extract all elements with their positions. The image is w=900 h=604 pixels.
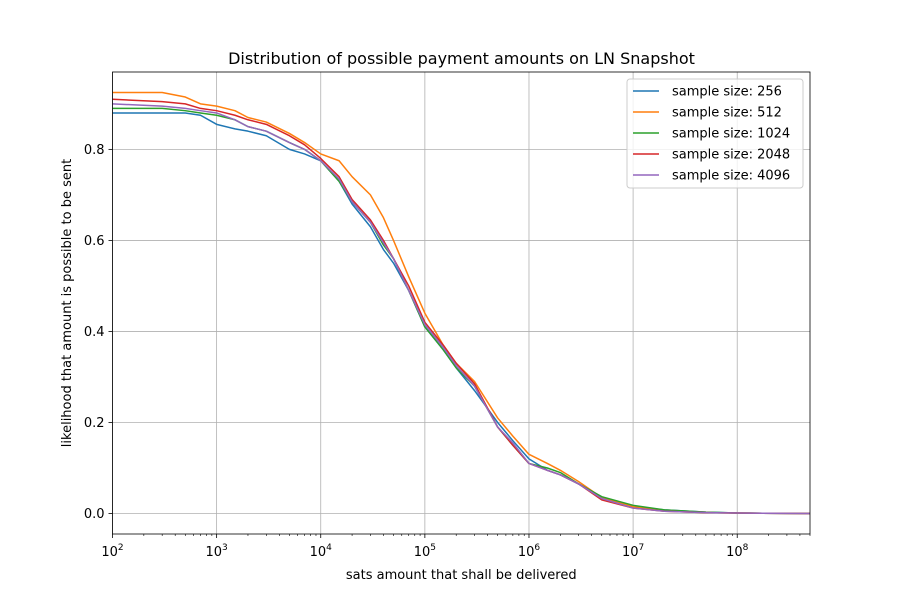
- legend-label-3: sample size: 1024: [672, 127, 790, 142]
- y-axis: 0.0 0.2 0.4 0.6 0.8: [84, 143, 113, 522]
- series-line-4: [112, 98, 810, 515]
- x-tick-label: 106: [518, 543, 541, 560]
- legend-label-5: sample size: 4096: [672, 169, 790, 184]
- legend-box: [626, 78, 804, 189]
- x-tick-label: 103: [205, 543, 227, 560]
- x-tick-label: 108: [726, 543, 749, 560]
- x-tick-label: 105: [414, 543, 436, 560]
- x-axis-label: sats amount that shall be delivered: [346, 568, 577, 583]
- chart-title: Distribution of possible payment amounts…: [228, 49, 695, 68]
- series-line-5: [112, 103, 810, 515]
- legend: sample size: 256 sample size: 512 sample s…: [626, 78, 804, 189]
- y-tick-label: 0.6: [84, 234, 105, 249]
- legend-label-2: sample size: 512: [672, 106, 782, 121]
- y-tick-label: 0.4: [84, 325, 105, 340]
- x-tick-label: 104: [310, 543, 333, 560]
- x-tick-label: 102: [101, 543, 123, 560]
- x-tick-label: 107: [622, 543, 644, 560]
- x-axis: 102 103 104 105 106 107 108: [101, 534, 811, 560]
- axes-frame: [112, 71, 811, 535]
- plot-area: [112, 91, 810, 515]
- y-tick-label: 0.0: [84, 507, 105, 522]
- legend-label-1: sample size: 256: [672, 85, 782, 100]
- y-tick-label: 0.8: [84, 143, 105, 158]
- legend-label-4: sample size: 2048: [672, 148, 790, 163]
- y-axis-label: likelihood that amount is possible to be…: [60, 159, 75, 447]
- grid: [112, 72, 810, 534]
- y-tick-label: 0.2: [84, 416, 105, 431]
